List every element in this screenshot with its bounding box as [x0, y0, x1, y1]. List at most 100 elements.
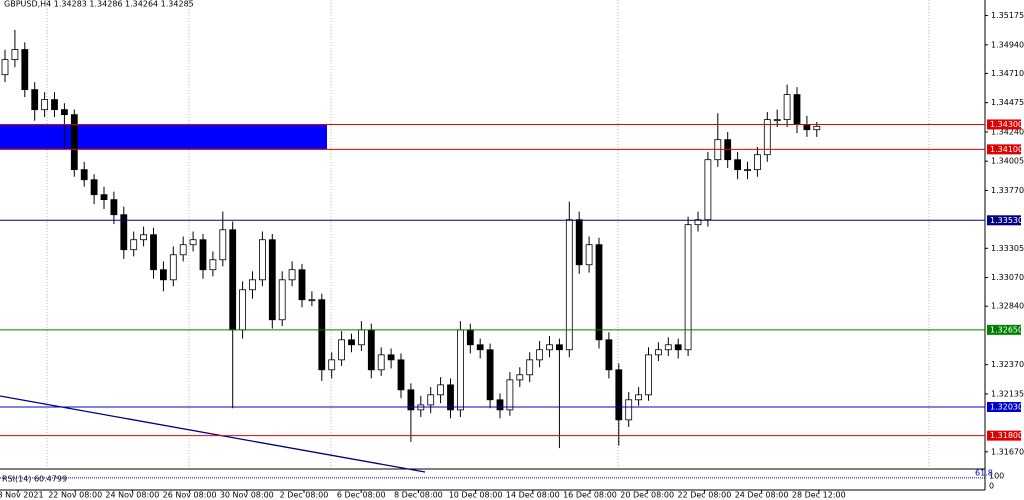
candle-body — [80, 169, 88, 181]
candle-body — [466, 329, 474, 346]
candle-body — [169, 254, 177, 281]
candle-body — [239, 289, 247, 331]
candle-body — [694, 219, 702, 226]
candle-body — [585, 244, 593, 266]
candle-body — [625, 399, 633, 421]
candle-body — [397, 359, 405, 391]
candle-body — [655, 349, 662, 356]
x-tick-label: 10 Dec 08:00 — [449, 491, 503, 500]
y-tick-label: 1.34710 — [991, 69, 1024, 78]
x-tick-label: 22 Nov 08:00 — [48, 491, 102, 500]
level-label-bg — [987, 215, 1021, 226]
candle-body — [367, 329, 375, 371]
y-tick-label: 1.32370 — [991, 360, 1024, 369]
candle-body — [110, 199, 118, 216]
x-tick-label: 20 Dec 08:00 — [620, 491, 674, 500]
candle-body — [605, 339, 613, 371]
candle-body — [100, 194, 108, 201]
candle-body — [704, 159, 712, 221]
candle-body — [536, 349, 543, 361]
candle-body — [516, 374, 524, 381]
x-tick-label: 24 Nov 08:00 — [105, 491, 159, 500]
x-tick-label: 14 Dec 08:00 — [506, 491, 560, 500]
candle-body — [31, 89, 39, 111]
rsi-tick-label: 100 — [989, 472, 1004, 481]
candle-body — [189, 239, 197, 246]
candle-body — [684, 224, 692, 351]
level-label: 1.32030 — [990, 403, 1023, 412]
level-label-bg — [987, 402, 1021, 413]
candle-body — [209, 259, 217, 271]
level-label: 1.32650 — [990, 325, 1023, 334]
x-tick-label: 18 Nov 2021 — [0, 491, 44, 500]
candle-body — [437, 384, 445, 396]
level-label-bg — [987, 324, 1021, 335]
candle-body — [803, 124, 811, 131]
candle-body — [199, 239, 207, 271]
y-tick-label: 1.34475 — [991, 98, 1024, 107]
candle-body — [595, 244, 603, 341]
x-tick-label: 30 Nov 08:00 — [220, 491, 274, 500]
candle-body — [249, 279, 256, 291]
candle-body — [506, 379, 514, 411]
level-label: 1.34300 — [990, 120, 1023, 129]
candle-body — [21, 49, 29, 91]
zone — [0, 124, 327, 150]
candle-body — [338, 339, 346, 361]
x-tick-label: 22 Dec 08:00 — [677, 491, 731, 500]
candle-body — [41, 99, 48, 111]
y-tick-label: 1.34005 — [991, 157, 1024, 166]
candle-body — [783, 94, 791, 121]
candle-body — [486, 349, 494, 401]
candle-body — [61, 109, 68, 116]
candle-body — [476, 344, 484, 351]
candle-body — [575, 219, 583, 266]
candle-body — [664, 344, 672, 351]
candle-body — [456, 329, 464, 411]
x-tick-label: 8 Dec 08:00 — [394, 491, 443, 500]
candle-body — [130, 239, 138, 251]
candle-body — [219, 229, 227, 261]
candle-body — [546, 344, 553, 351]
candle-body — [268, 239, 276, 321]
candle-body — [734, 159, 741, 171]
x-tick-label: 26 Nov 08:00 — [163, 491, 217, 500]
candle-body — [179, 244, 187, 256]
y-tick-label: 1.33305 — [991, 244, 1024, 253]
rsi-tick-label: 0 — [989, 482, 994, 491]
y-tick-label: 1.34940 — [991, 40, 1024, 49]
candle-body — [615, 369, 623, 421]
y-tick-label: 1.33070 — [991, 273, 1024, 282]
rsi-level-label: 61.8 — [975, 468, 993, 477]
candle-body — [556, 344, 563, 351]
candle-body — [496, 399, 504, 411]
candle-body — [813, 125, 821, 131]
candle-body — [793, 94, 801, 125]
candle-body — [565, 219, 573, 351]
candle-body — [278, 279, 286, 321]
candle-body — [70, 114, 78, 171]
candle-body — [318, 299, 326, 371]
y-tick-label: 1.34240 — [991, 127, 1024, 136]
candle-body — [348, 339, 355, 346]
level-label: 1.31800 — [990, 431, 1023, 440]
candle-body — [427, 394, 435, 406]
y-tick-label: 1.31670 — [991, 447, 1024, 456]
candle-body — [229, 229, 237, 331]
x-tick-label: 6 Dec 08:00 — [337, 491, 386, 500]
candle-body — [635, 394, 642, 401]
candle-body — [258, 239, 266, 281]
candle-body — [120, 214, 128, 251]
candle-body — [447, 384, 454, 411]
candle-body — [377, 354, 385, 371]
chart-title: GBPUSD,H4 1.34283 1.34286 1.34264 1.3428… — [4, 0, 194, 9]
x-tick-label: 24 Dec 08:00 — [735, 491, 789, 500]
grid — [46, 0, 930, 468]
level-label: 1.33530 — [990, 216, 1023, 225]
x-tick-label: 28 Dec 12:00 — [792, 491, 846, 500]
candle-body — [357, 329, 365, 346]
candle-body — [387, 354, 395, 361]
candle-body — [773, 119, 781, 122]
